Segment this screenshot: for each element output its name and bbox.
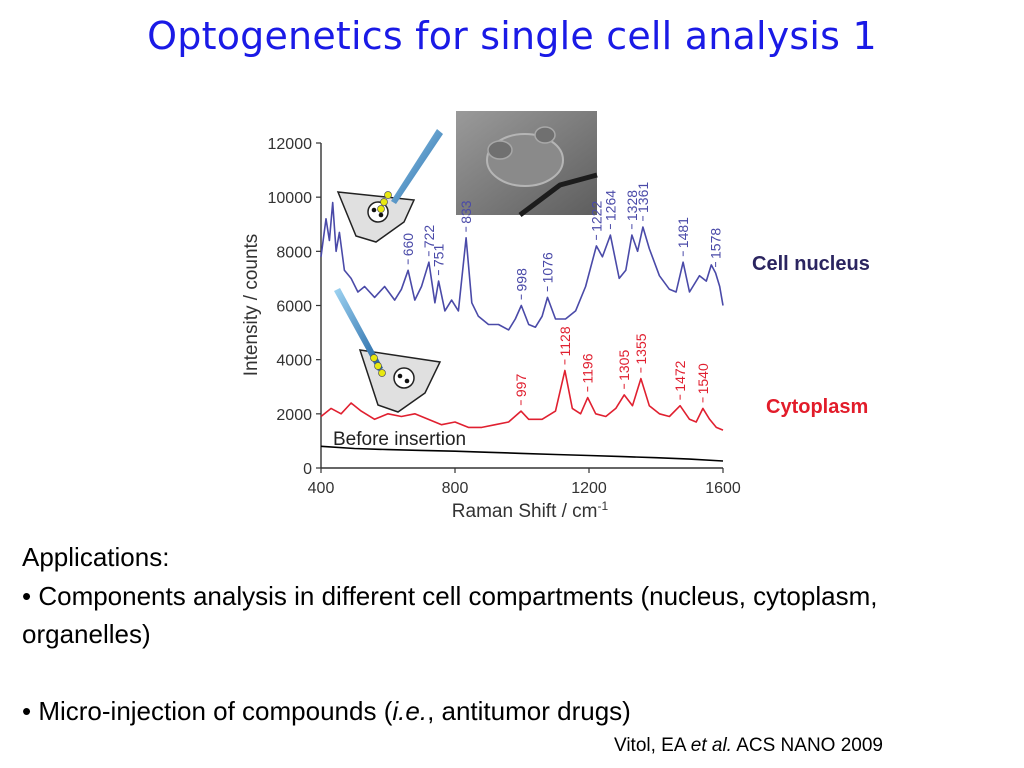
cytoplasm-peak-label: 1196 <box>580 353 596 383</box>
x-tick-label: 1200 <box>571 480 607 497</box>
series-line-cytoplasm <box>320 369 724 431</box>
series-line-baseline <box>320 445 724 462</box>
y-tick-label: 6000 <box>276 299 312 316</box>
citation: Vitol, EA et al. ACS NANO 2009 <box>614 735 883 756</box>
x-tick-label: 800 <box>442 480 469 497</box>
nucleus-peak-label: 1222 <box>588 201 604 232</box>
cytoplasm-peak-label: 1128 <box>557 326 573 356</box>
bullet-components-analysis: • Components analysis in different cell … <box>22 581 878 649</box>
cytoplasm-peak-label: 1305 <box>616 350 632 381</box>
nucleus-peak-label: 1076 <box>540 252 556 283</box>
cell-schematic-cytoplasm <box>334 288 442 413</box>
raman-chart: 0 2000 4000 6000 8000 10000 12000 400 800 1200 160… <box>241 111 741 522</box>
applications-heading: Applications: <box>22 542 170 572</box>
nucleus-peak-label: 660 <box>400 233 416 257</box>
x-axis-label: Raman Shift / cm-1 <box>452 499 609 522</box>
microscopy-inset <box>456 111 598 217</box>
nucleus-peak-label: 833 <box>458 200 474 224</box>
nucleus-peak-label: 722 <box>421 225 437 249</box>
cytoplasm-legend-label: Cytoplasm <box>766 396 869 418</box>
cytoplasm-peak-label: 997 <box>513 374 529 398</box>
y-tick-label: 4000 <box>276 353 312 370</box>
x-tick-label: 1600 <box>705 480 741 497</box>
cytoplasm-peak-label: 1355 <box>633 333 649 364</box>
slide-title: Optogenetics for single cell analysis 1 <box>147 14 877 58</box>
nucleus-peak-label: 998 <box>513 268 529 292</box>
nucleus-peak-label: 1578 <box>708 228 724 259</box>
bullet-micro-injection: • Micro-injection of compounds (i.e., an… <box>22 696 631 726</box>
y-tick-label: 0 <box>303 461 312 478</box>
y-tick-label: 10000 <box>268 190 313 207</box>
cell-schematic-nucleus <box>336 129 443 243</box>
y-tick-label: 8000 <box>276 244 312 261</box>
series-line-nucleus <box>320 201 724 331</box>
y-tick-label: 2000 <box>276 407 312 424</box>
nucleus-peak-label: 1481 <box>675 217 691 248</box>
nucleus-peak-label: 1328 <box>624 190 640 221</box>
nucleus-peak-label: 751 <box>431 244 447 268</box>
cytoplasm-peak-label: 1472 <box>672 360 688 391</box>
y-tick-label: 12000 <box>268 136 313 153</box>
nucleus-peak-label: 1264 <box>602 190 618 221</box>
nucleus-peak-label: 1361 <box>635 182 651 213</box>
x-tick-label: 400 <box>308 480 335 497</box>
nucleus-legend-label: Cell nucleus <box>752 253 870 275</box>
cytoplasm-peak-label: 1540 <box>695 363 711 394</box>
y-axis-label: Intensity / counts <box>241 234 262 377</box>
baseline-label: Before insertion <box>333 429 466 450</box>
